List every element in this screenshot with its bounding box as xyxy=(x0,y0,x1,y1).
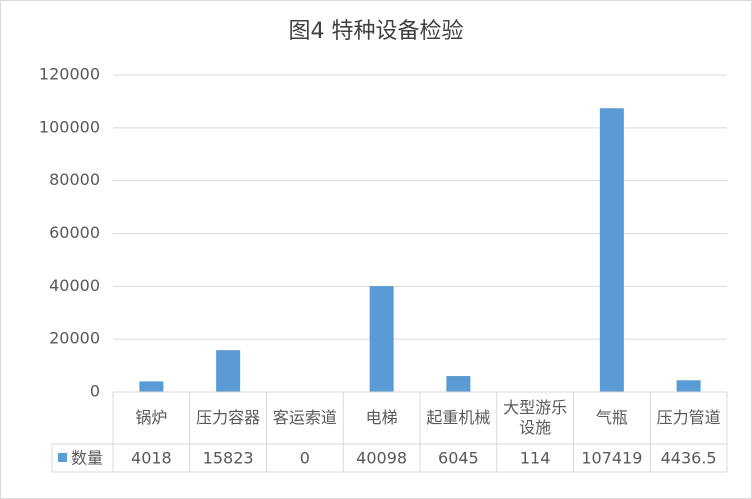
y-tick-label: 40000 xyxy=(49,276,100,295)
table-value: 114 xyxy=(520,449,551,468)
table-value: 6045 xyxy=(438,449,479,468)
x-category-cell: 客运索道 xyxy=(272,408,337,427)
x-tick-label: 压力容器 xyxy=(196,408,261,427)
x-category-cell: 起重机械 xyxy=(426,408,491,427)
y-tick-label: 80000 xyxy=(49,170,100,189)
bar xyxy=(216,350,241,392)
x-tick-label: 起重机械 xyxy=(426,408,491,427)
table-value: 4018 xyxy=(131,449,172,468)
x-category-cell: 大型游乐设施 xyxy=(503,398,568,437)
bar xyxy=(676,380,701,392)
bar xyxy=(599,108,624,393)
y-tick-label: 20000 xyxy=(49,329,100,348)
x-tick-label: 大型游乐设施 xyxy=(503,398,568,437)
y-tick-label: 120000 xyxy=(39,65,100,84)
y-tick-label: 60000 xyxy=(49,223,100,242)
bar xyxy=(369,286,394,392)
table-value: 0 xyxy=(300,449,310,468)
chart-title: 图4 特种设备检验 xyxy=(289,19,464,44)
x-tick-label: 锅炉 xyxy=(135,408,168,427)
legend-label: 数量 xyxy=(71,449,103,468)
bar xyxy=(446,376,471,392)
legend-key xyxy=(58,453,67,462)
x-category-cell: 压力管道 xyxy=(656,408,721,427)
x-tick-label: 压力管道 xyxy=(656,408,721,427)
x-category-cell: 锅炉 xyxy=(135,408,168,427)
x-tick-label: 客运索道 xyxy=(272,408,337,427)
table-value: 40098 xyxy=(356,449,407,468)
table-value: 15823 xyxy=(203,449,254,468)
table-value: 4436.5 xyxy=(661,449,717,468)
y-tick-label: 100000 xyxy=(39,117,100,136)
bar xyxy=(139,381,164,392)
x-category-cell: 压力容器 xyxy=(196,408,261,427)
x-category-cell: 气瓶 xyxy=(595,408,628,427)
x-category-cell: 电梯 xyxy=(365,408,398,427)
x-tick-label: 气瓶 xyxy=(595,408,628,427)
x-tick-label: 电梯 xyxy=(365,408,398,427)
y-tick-label: 0 xyxy=(90,382,100,401)
table-value: 107419 xyxy=(581,449,642,468)
